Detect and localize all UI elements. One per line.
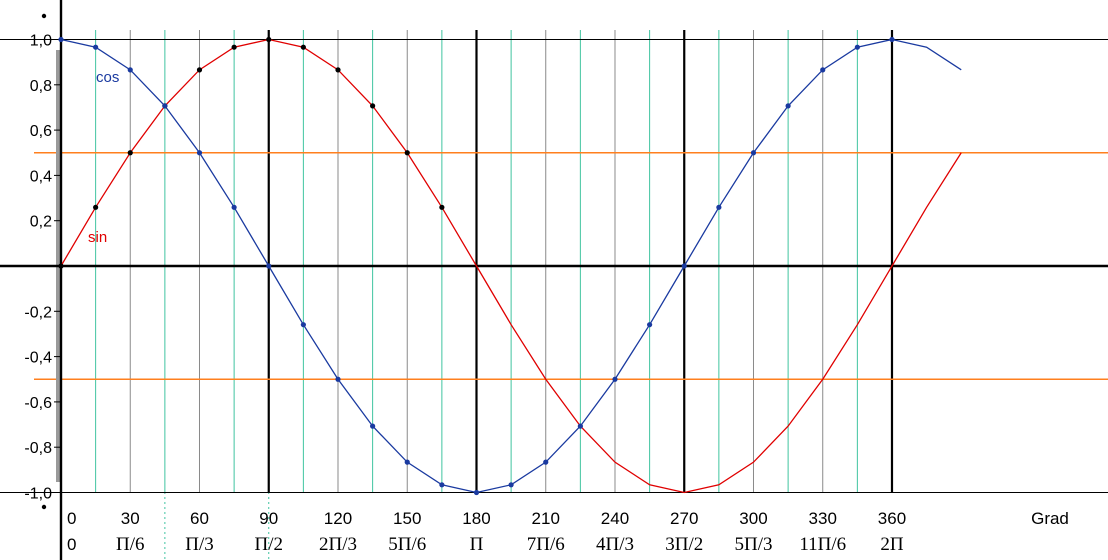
series-marker-cos [127,67,133,73]
series-marker-sin [127,150,133,156]
series-marker-cos [577,423,583,429]
x-tick-label-rad: 2Π [880,534,904,555]
series-marker-sin [439,204,445,210]
x-tick-label-rad: Π/3 [185,534,214,555]
x-tick-label-rad: 5Π/6 [388,534,426,555]
series-marker-sin [196,67,203,73]
series-marker-cos [93,44,99,50]
x-tick-label-deg: 270 [670,509,698,528]
series-marker-cos [335,376,341,382]
series-marker-cos [889,36,895,43]
series-marker-cos [370,423,376,429]
series-marker-sin [58,263,64,269]
x-tick-label-rad: Π/6 [116,534,145,555]
series-label-sin: sin [88,229,107,246]
series-marker-sin [404,150,410,156]
x-tick-label-rad: Π [470,534,484,555]
x-tick-label-rad: 5Π/3 [734,534,772,555]
series-marker-sin [266,36,272,43]
x-tick-label-deg: 60 [190,509,209,528]
y-tick-label: -1,0 [24,486,52,503]
series-marker-cos [439,482,445,488]
y-tick-label: -0,4 [24,350,52,367]
x-tick-label-deg: 180 [462,509,490,528]
series-marker-sin [300,44,306,50]
series-marker-cos [58,36,64,43]
tick-labels: 1,0 0,8 0,6 0,4 0,2 -0,2 -0,4 -0,6 -0,8 -1,0 sin co… [24,33,1068,556]
axis-dot [41,13,47,19]
series-marker-cos [820,67,826,73]
y-tick-label: 0,4 [30,168,52,185]
series-marker-cos [196,150,203,156]
y-tick-label: 0,2 [30,214,52,231]
x-tick-label-rad: 3Π/2 [665,534,703,555]
x-tick-label-deg: 240 [601,509,629,528]
y-tick-label: -0,2 [24,304,52,321]
series-marker-cos [612,376,618,382]
series-marker-sin [93,204,99,210]
axis-dot [41,504,47,510]
x-tick-label-rad: 7Π/6 [527,534,565,555]
reference-lines [34,152,1108,380]
series-marker-cos [543,459,549,465]
x-axis-unit-label: Grad [1031,509,1069,528]
series-marker-sin [231,44,237,50]
y-tick-label: -0,6 [24,395,52,412]
x-tick-label-rad: 11Π/6 [799,534,846,555]
y-tick-label: 0,6 [30,123,52,140]
y-tick-label: -0,8 [24,440,52,457]
series-marker-cos [473,489,480,496]
series-marker-cos [750,150,757,156]
x-tick-label-deg: 120 [324,509,352,528]
series-marker-cos [681,263,687,269]
series-marker-sin [335,67,341,73]
x-tick-label-deg: 360 [878,509,906,528]
x-tick-label-deg: 330 [809,509,837,528]
gridlines [0,30,1108,560]
y-tick-label: 1,0 [30,33,52,50]
x-tick-label-rad: 0 [67,535,76,554]
x-tick-label-deg: 210 [532,509,560,528]
series-marker-cos [162,103,168,109]
x-tick-label-deg: 300 [739,509,767,528]
series-marker-cos [647,322,653,328]
y-tick-label: 0,8 [30,78,52,95]
x-tick-label-rad: Π/2 [254,534,283,555]
series-line-sin [60,38,962,494]
x-tick-label-rad: 2Π/3 [319,534,357,555]
x-tick-label-deg: 90 [259,509,278,528]
series-marker-cos [266,263,272,269]
series-marker-cos [404,459,410,465]
series-marker-cos [300,322,306,328]
series-marker-cos [854,44,860,50]
series-marker-cos [508,482,514,488]
series-markers [58,36,895,496]
series-marker-cos [716,204,722,210]
series-marker-cos [785,103,791,109]
x-tick-label-rad: 4Π/3 [596,534,634,555]
x-tick-label-deg: 0 [67,509,76,528]
x-tick-label-deg: 30 [121,509,140,528]
series-marker-cos [231,204,237,210]
x-tick-label-deg: 150 [393,509,421,528]
series-label-cos: cos [96,69,119,86]
series-marker-sin [370,103,376,109]
